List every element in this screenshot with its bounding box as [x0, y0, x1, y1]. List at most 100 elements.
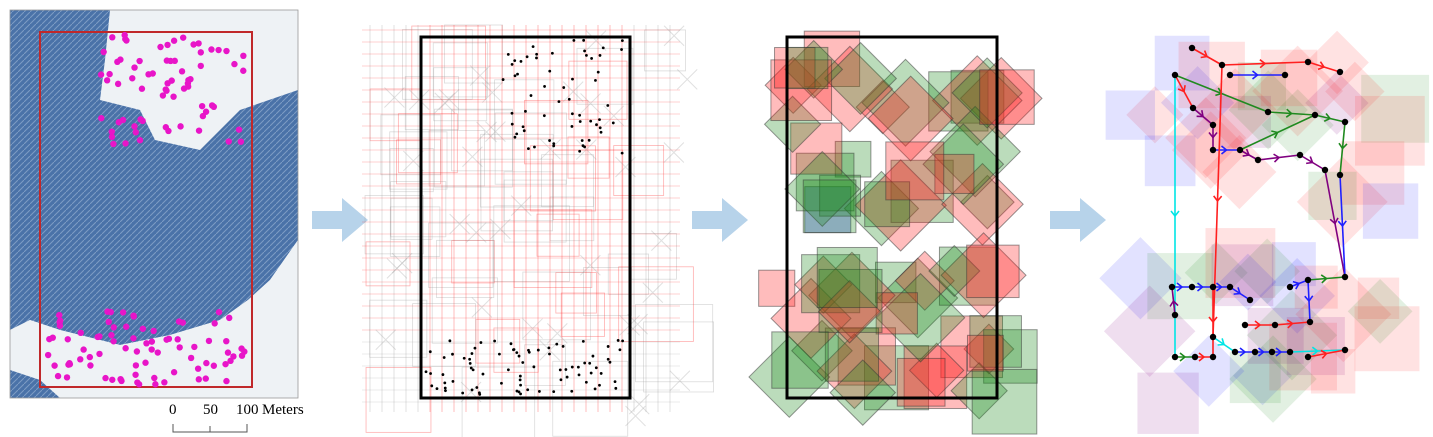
selected-square [867, 75, 954, 162]
sample-point [542, 114, 546, 118]
sample-point [176, 344, 183, 351]
graph-node [1251, 348, 1259, 356]
sample-point [63, 374, 71, 381]
diagonal-mark [471, 296, 493, 318]
sample-point [223, 377, 230, 385]
selected-square [885, 141, 945, 201]
sample-point [430, 384, 434, 388]
diagonal-mark [375, 329, 397, 351]
edge-arrowhead [1320, 274, 1328, 284]
sample-point [103, 77, 111, 84]
sample-point [585, 53, 588, 57]
sample-point [137, 116, 144, 123]
diagonal-mark [625, 405, 646, 427]
sample-point [224, 349, 232, 356]
sample-point [170, 93, 177, 100]
sample-point [197, 49, 204, 56]
edge-arrowhead [1197, 282, 1204, 292]
sample-point [202, 375, 209, 382]
edge-arrowhead [1254, 320, 1262, 330]
sample-point [168, 77, 175, 84]
sample-point [136, 137, 144, 144]
sample-point [559, 378, 563, 382]
sample-point [142, 359, 149, 366]
selected-square [971, 368, 1038, 435]
sample-point [80, 346, 87, 353]
selected-square [816, 246, 878, 309]
edge-arrowhead [1213, 195, 1223, 203]
diagonal-mark [651, 230, 672, 251]
sample-point [510, 122, 514, 126]
sample-point [564, 368, 568, 371]
coverage-square [1229, 335, 1317, 423]
edge-arrowhead [1286, 319, 1294, 329]
sample-point [591, 354, 595, 358]
diagonal-mark [481, 82, 503, 103]
sample-point [506, 368, 510, 372]
sample-point [543, 85, 546, 88]
candidate-square [433, 67, 488, 122]
sample-point [177, 123, 184, 130]
sample-point [56, 322, 64, 329]
sample-point [132, 362, 140, 369]
diagonal-mark [546, 323, 568, 344]
sample-point [552, 142, 556, 146]
sample-point [599, 130, 603, 134]
graph-node [1226, 71, 1234, 79]
sample-point [509, 342, 513, 346]
sample-point [110, 140, 117, 148]
sample-point [230, 353, 237, 360]
graph-node [1271, 321, 1279, 329]
candidate-square [618, 266, 694, 342]
selected-square [763, 95, 822, 154]
panel-site-map [10, 10, 298, 398]
coverage-square [1355, 95, 1425, 166]
coverage-square [1246, 290, 1338, 381]
diagonal-mark [579, 254, 601, 276]
sample-point [132, 371, 139, 378]
sample-point [77, 329, 84, 337]
graph-node [1268, 348, 1276, 356]
sample-point [131, 123, 138, 130]
graph-node [1188, 44, 1196, 52]
sample-point [64, 336, 71, 343]
scale-tick-100: 100 [236, 402, 259, 418]
sample-point [451, 352, 454, 356]
sample-point [223, 47, 230, 55]
sample-point [129, 75, 136, 82]
sample-point [442, 356, 446, 359]
sample-point [538, 390, 541, 393]
candidate-square [404, 76, 459, 131]
selected-square [875, 272, 966, 363]
sample-point [428, 350, 432, 354]
coverage-square [1247, 307, 1304, 364]
sample-point [552, 144, 556, 148]
panel-selected-squares [748, 30, 1043, 435]
graph-node [1286, 348, 1294, 356]
sample-point [547, 346, 551, 350]
graph-node [1209, 353, 1217, 361]
graph-node [1341, 273, 1349, 281]
sample-point [106, 70, 113, 78]
graph-node [1321, 166, 1329, 174]
graph-node [1286, 283, 1294, 291]
graph-node [1306, 318, 1314, 326]
coverage-square [1137, 372, 1199, 434]
sample-point [44, 351, 52, 359]
sample-point [593, 387, 597, 391]
selected-square [875, 292, 918, 335]
graph-node [1281, 71, 1289, 79]
sample-point [614, 386, 618, 390]
edge-arrowhead [1306, 156, 1314, 165]
sample-point [238, 352, 246, 359]
sample-point [157, 43, 164, 51]
selected-square [908, 342, 965, 399]
candidate-square [434, 108, 513, 188]
diagonal-mark [540, 138, 561, 160]
sample-point [448, 339, 452, 343]
sample-point [191, 343, 198, 351]
sample-point [100, 48, 107, 56]
coverage-square [1154, 35, 1210, 91]
candidate-square [503, 171, 554, 222]
sample-point [606, 345, 610, 348]
